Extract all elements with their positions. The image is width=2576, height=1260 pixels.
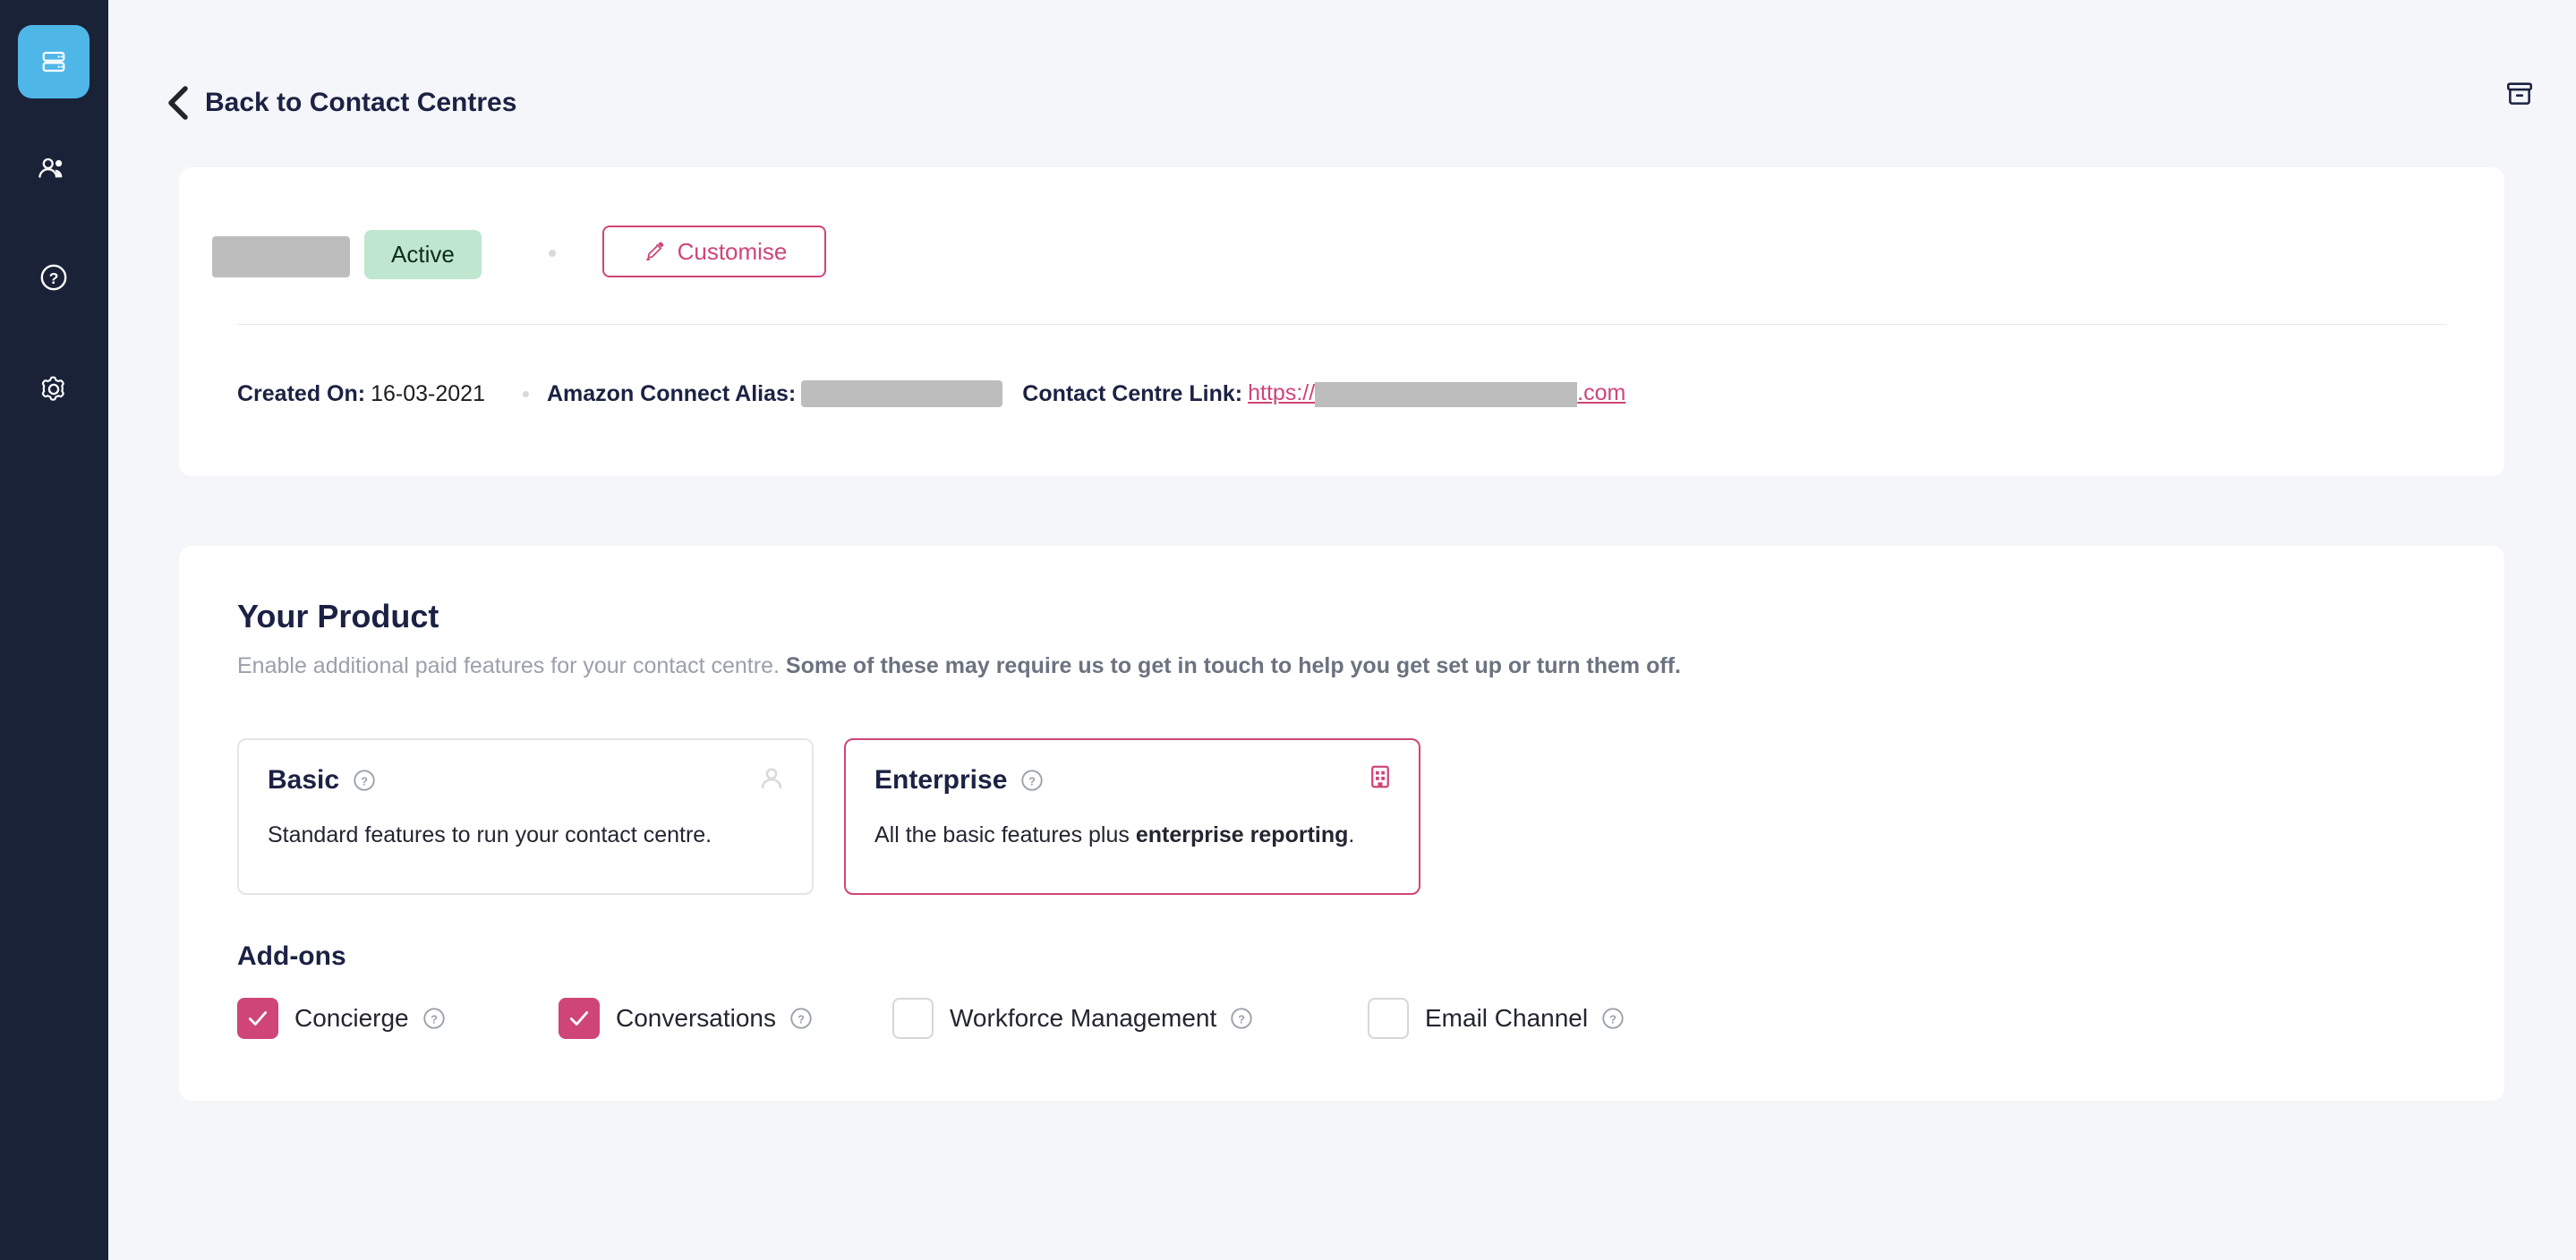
svg-text:?: ?: [1238, 1012, 1245, 1026]
svg-text:?: ?: [798, 1012, 805, 1026]
svg-text:?: ?: [361, 774, 368, 788]
svg-text:?: ?: [1028, 774, 1036, 788]
svg-text:?: ?: [431, 1012, 438, 1026]
svg-text:?: ?: [1609, 1012, 1616, 1026]
svg-text:?: ?: [49, 269, 59, 287]
